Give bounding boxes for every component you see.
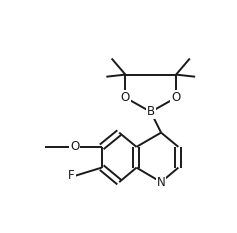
Text: O: O (171, 91, 181, 104)
Text: O: O (70, 140, 79, 153)
Text: O: O (121, 91, 130, 104)
Text: N: N (157, 176, 165, 188)
Text: B: B (147, 105, 155, 118)
Text: F: F (68, 169, 75, 182)
